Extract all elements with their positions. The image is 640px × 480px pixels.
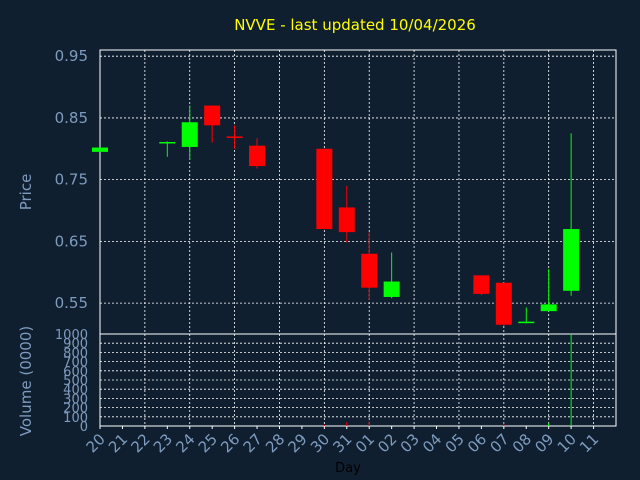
- volume-tick-label: 1000: [55, 328, 88, 343]
- candle-body: [495, 282, 512, 325]
- candle-body: [226, 136, 243, 138]
- candle-body: [316, 148, 333, 230]
- candle-body: [181, 122, 198, 147]
- price-tick-label: 0.75: [55, 171, 88, 189]
- price-axis-label: Price: [17, 174, 35, 211]
- volume-tick-label: 0: [80, 420, 88, 435]
- volume-tick-label: 600: [63, 365, 88, 380]
- volume-tick-label: 400: [63, 383, 88, 398]
- volume-tick-label: 800: [63, 346, 88, 361]
- volume-axis-label: Volume (0000): [17, 326, 35, 436]
- volume-tick-label: 900: [63, 337, 88, 352]
- candle-body: [563, 229, 580, 291]
- price-tick-label: 0.65: [55, 232, 88, 250]
- candle-body: [159, 141, 176, 144]
- candle-body: [92, 147, 108, 152]
- volume-tick-label: 500: [63, 374, 88, 389]
- price-tick-label: 0.85: [55, 109, 88, 127]
- candle-body: [473, 275, 490, 294]
- x-axis-label: Day: [335, 461, 361, 476]
- volume-tick-label: 700: [63, 356, 88, 371]
- price-plot-area: [99, 49, 617, 335]
- candle-body: [338, 207, 355, 233]
- x-axis: 2021222324252627282930310102030405060708…: [83, 426, 602, 456]
- candle-body: [204, 105, 221, 126]
- price-panel: 0.95 0.85 0.75 0.65 0.55: [55, 47, 617, 335]
- candle-body: [383, 281, 400, 297]
- x-tick-label: 11: [576, 430, 602, 456]
- chart-title: NVVE - last updated 10/04/2026: [234, 16, 476, 34]
- price-tick-label: 0.95: [55, 47, 88, 65]
- volume-tick-label: 100: [63, 411, 88, 426]
- candle-body: [540, 304, 557, 312]
- candle-body: [361, 253, 378, 288]
- price-tick-label: 0.55: [55, 294, 88, 312]
- candle-body: [249, 145, 266, 167]
- volume-tick-label: 300: [63, 392, 88, 407]
- candle-body: [518, 321, 535, 324]
- volume-tick-label: 200: [63, 402, 88, 417]
